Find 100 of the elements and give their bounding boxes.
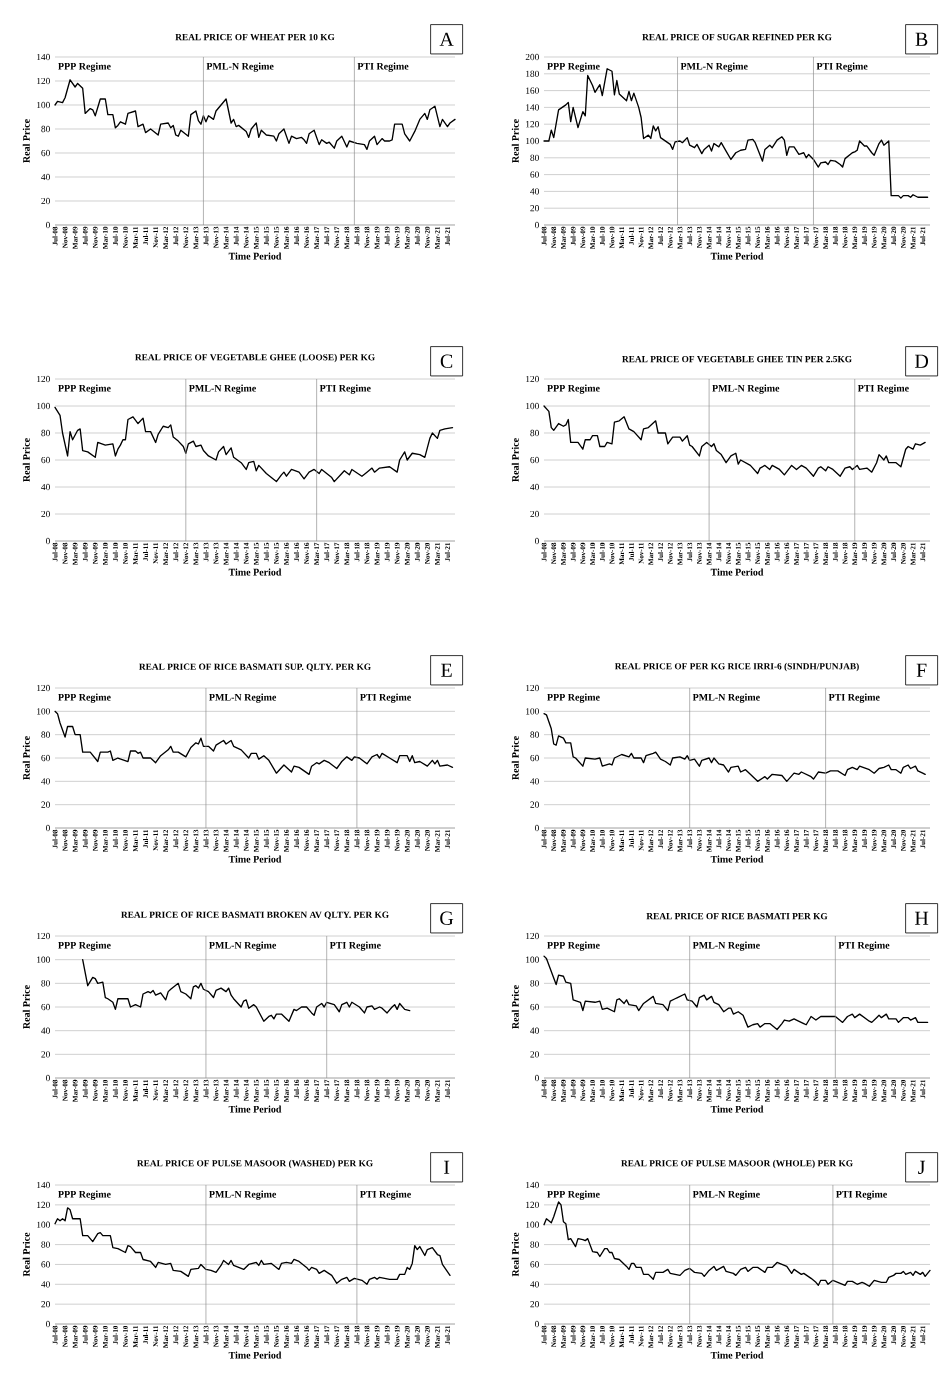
y-tick-label: 0 (534, 824, 539, 832)
ref-line-label: PTI Regime (360, 1190, 411, 1200)
y-tick-label: 100 (526, 1221, 539, 1228)
y-tick-label: 120 (526, 121, 539, 128)
ref-line-label: PTI Regime (857, 384, 909, 394)
text: G (440, 911, 454, 925)
line-series (54, 79, 456, 151)
y-tick-label: 100 (37, 402, 50, 410)
x-axis-title: Time Period (228, 855, 282, 863)
ref-line-label: PML-N Regime (680, 62, 748, 72)
y-tick-label: 200 (525, 53, 539, 61)
y-axis-title: Real Price (511, 438, 519, 482)
text: I (444, 1160, 450, 1174)
y-tick-label: 140 (37, 1181, 50, 1189)
y-tick-label: 60 (530, 1003, 539, 1011)
y-tick-label: 120 (526, 932, 539, 940)
chart-title: REAL PRICE OF WHEAT PER 10 KG (175, 33, 335, 41)
x-axis-title: Time Period (710, 252, 764, 260)
ref-line-label: PTI Regime (357, 62, 409, 72)
ref-line-label: PML-N Regime (692, 941, 760, 951)
y-tick-label: 140 (37, 53, 50, 61)
y-tick-label: 120 (37, 77, 50, 85)
y-tick-label: 60 (530, 1261, 539, 1268)
y-tick-label: 40 (41, 1281, 50, 1288)
line-series (543, 405, 926, 477)
y-tick-label: 20 (41, 801, 50, 808)
y-tick-label: 80 (41, 731, 50, 738)
x-axis-title: Time Period (228, 252, 282, 260)
y-axis-title: Real Price (22, 119, 30, 163)
ref-line-label: PML-N Regime (188, 384, 256, 394)
chart-title: REAL PRICE OF VEGETABLE GHEE TIN PER 2.5KG (622, 355, 852, 363)
y-tick-label: 80 (530, 1241, 539, 1248)
y-tick-label: 20 (530, 801, 539, 808)
y-tick-label: 80 (530, 154, 539, 161)
chart-title: REAL PRICE OF PULSE MASOOR (WASHED) PER KG (137, 1159, 373, 1169)
chart-title: REAL PRICE OF SUGAR REFINED PER KG (642, 34, 832, 41)
y-tick-label: 20 (530, 205, 539, 212)
y-tick-label: 0 (534, 1320, 539, 1328)
text: J (918, 1160, 926, 1174)
y-tick-label: 20 (41, 1301, 50, 1308)
y-tick-label: 120 (37, 1201, 50, 1209)
x-axis-title: Time Period (710, 568, 764, 576)
y-tick-label: 40 (530, 778, 539, 785)
text: C (440, 354, 453, 368)
y-tick-label: 100 (526, 402, 539, 410)
ref-line-label: PTI Regime (329, 941, 381, 951)
text: F (916, 663, 927, 677)
line-series (54, 406, 454, 483)
chart-title: REAL PRICE OF RICE BASMATI BROKEN AV QLTY. PER KG (121, 911, 389, 920)
y-tick-label: 0 (534, 537, 539, 545)
line-series (54, 710, 454, 776)
y-tick-label: 60 (41, 149, 50, 157)
y-tick-label: 0 (45, 1320, 50, 1328)
line-series (82, 959, 411, 1022)
chart-title: REAL PRICE OF PULSE MASOOR (WHOLE) PER KG (621, 1159, 853, 1169)
y-tick-label: 60 (41, 456, 50, 464)
y-tick-label: 40 (41, 778, 50, 785)
text: D (914, 354, 929, 368)
y-tick-label: 80 (41, 429, 50, 437)
annotation: PPP Regime (547, 1190, 600, 1200)
x-axis-title: Time Period (228, 568, 282, 576)
ref-line-label: PTI Regime (319, 384, 371, 394)
ref-line-label: PML-N Regime (692, 693, 760, 703)
x-axis-title: Time Period (228, 1351, 282, 1359)
text: H (914, 911, 929, 925)
line-series (543, 713, 926, 783)
y-tick-label: 20 (41, 510, 50, 518)
ref-line-label: PML-N Regime (209, 941, 277, 951)
y-tick-label: 140 (526, 104, 539, 111)
annotation: PPP Regime (547, 384, 600, 394)
ref-line-label: PTI Regime (360, 693, 411, 703)
ref-line-label: PTI Regime (816, 62, 868, 72)
y-axis-title: Real Price (22, 736, 30, 780)
y-tick-label: 40 (41, 173, 50, 181)
y-tick-label: 60 (530, 171, 539, 178)
y-tick-label: 20 (530, 1301, 539, 1308)
y-tick-label: 120 (37, 375, 50, 383)
y-tick-label: 60 (41, 1003, 50, 1011)
x-axis-title: Time Period (710, 1105, 764, 1113)
y-tick-label: 20 (530, 510, 539, 518)
y-axis-title: Real Price (22, 985, 30, 1029)
y-tick-label: 120 (526, 375, 539, 383)
y-tick-label: 120 (526, 684, 539, 692)
ref-line-label: PML-N Regime (692, 1190, 760, 1200)
y-tick-label: 80 (41, 1241, 50, 1248)
y-tick-label: 120 (526, 1201, 539, 1209)
y-axis-title: Real Price (511, 119, 519, 163)
line-series (543, 1201, 931, 1287)
y-tick-label: 140 (526, 1181, 539, 1189)
y-tick-label: 180 (526, 70, 539, 77)
y-tick-label: 60 (530, 456, 539, 464)
y-tick-label: 0 (534, 1074, 539, 1082)
x-axis-title: Time Period (710, 855, 764, 863)
y-axis-title: Real Price (511, 1232, 519, 1277)
y-tick-label: 0 (45, 221, 50, 229)
chart-title: REAL PRICE OF PER KG RICE IRRI-6 (SINDH/PUNJAB) (614, 662, 859, 672)
y-tick-label: 40 (41, 483, 50, 491)
y-tick-label: 40 (530, 188, 539, 195)
text: E (441, 663, 452, 677)
y-tick-label: 80 (530, 429, 539, 437)
